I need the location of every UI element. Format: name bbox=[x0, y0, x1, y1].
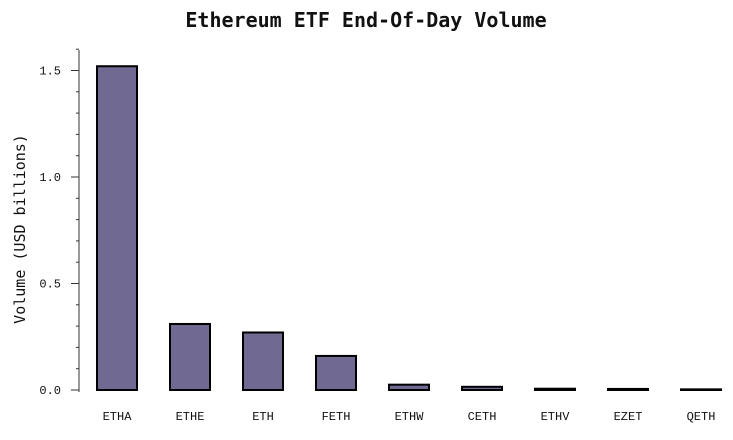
x-tick-label: FETH bbox=[322, 410, 351, 424]
x-tick-label: QETH bbox=[687, 410, 716, 424]
bar-ethe bbox=[169, 322, 211, 391]
bar-ethw bbox=[388, 383, 430, 391]
bar-ethv bbox=[534, 387, 576, 391]
y-tick-label: 0.5 bbox=[39, 278, 61, 292]
y-tick-label: 0.0 bbox=[39, 384, 61, 398]
bar-etha bbox=[96, 65, 138, 392]
bar-eth bbox=[242, 331, 284, 391]
x-tick-label: ETHE bbox=[176, 410, 205, 424]
x-tick-label: ETHA bbox=[103, 410, 133, 424]
x-tick-label: EZET bbox=[614, 410, 643, 424]
x-tick-label: ETH bbox=[252, 410, 274, 424]
bar-feth bbox=[315, 354, 357, 392]
y-major-ticks: 0.0 0.5 1.0 1.5 bbox=[39, 65, 79, 398]
bar-ezet bbox=[607, 387, 649, 391]
x-tick-label: ETHV bbox=[541, 410, 571, 424]
x-tick-label: CETH bbox=[468, 410, 497, 424]
y-tick-label: 1.5 bbox=[39, 65, 61, 79]
bar-ceth bbox=[461, 385, 503, 391]
chart-title: Ethereum ETF End-Of-Day Volume bbox=[185, 8, 546, 32]
bars bbox=[96, 65, 722, 392]
y-tick-label: 1.0 bbox=[39, 171, 61, 185]
bar-qeth bbox=[680, 388, 722, 391]
y-axis-label: Volume (USD billions) bbox=[11, 134, 29, 324]
x-tick-label: ETHW bbox=[395, 410, 425, 424]
x-tick-labels: ETHA ETHE ETH FETH ETHW CETH ETHV EZET QETH bbox=[103, 410, 716, 424]
